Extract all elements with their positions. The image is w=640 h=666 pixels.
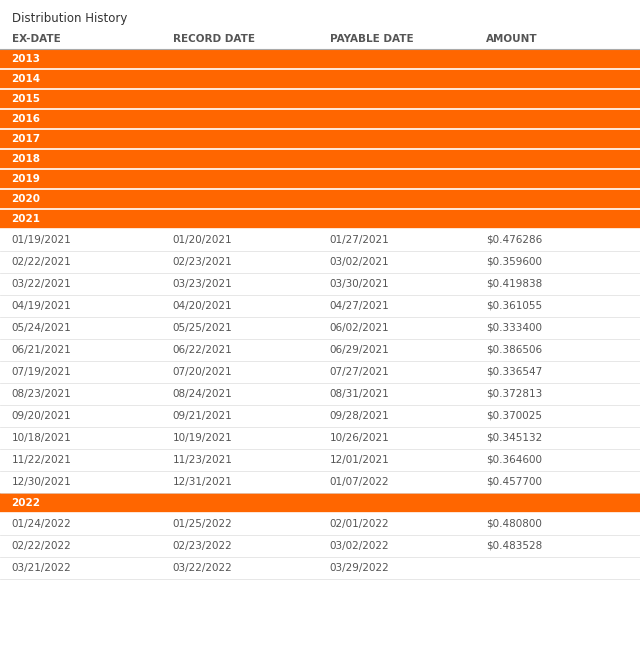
Text: $0.480800: $0.480800 bbox=[486, 519, 542, 529]
Text: 2015: 2015 bbox=[12, 94, 40, 104]
Text: $0.386506: $0.386506 bbox=[486, 345, 543, 355]
Text: 10/26/2021: 10/26/2021 bbox=[330, 433, 389, 443]
Text: $0.372813: $0.372813 bbox=[486, 389, 543, 399]
Text: $0.419838: $0.419838 bbox=[486, 279, 543, 289]
Text: 01/19/2021: 01/19/2021 bbox=[12, 235, 71, 245]
Text: 06/02/2021: 06/02/2021 bbox=[330, 323, 389, 333]
Text: 06/21/2021: 06/21/2021 bbox=[12, 345, 71, 355]
Text: 2018: 2018 bbox=[12, 154, 40, 164]
Text: 07/27/2021: 07/27/2021 bbox=[330, 367, 389, 377]
Text: 12/31/2021: 12/31/2021 bbox=[173, 477, 233, 487]
Text: 2022: 2022 bbox=[12, 498, 40, 508]
Text: 08/31/2021: 08/31/2021 bbox=[330, 389, 389, 399]
Text: 02/22/2022: 02/22/2022 bbox=[12, 541, 71, 551]
Text: 2016: 2016 bbox=[12, 114, 40, 124]
Bar bbox=[0, 149, 640, 169]
Text: $0.333400: $0.333400 bbox=[486, 323, 543, 333]
Text: 06/29/2021: 06/29/2021 bbox=[330, 345, 389, 355]
Text: 2021: 2021 bbox=[12, 214, 40, 224]
Text: 09/28/2021: 09/28/2021 bbox=[330, 411, 389, 421]
Text: 06/22/2021: 06/22/2021 bbox=[173, 345, 232, 355]
Text: $0.483528: $0.483528 bbox=[486, 541, 543, 551]
Text: 03/21/2022: 03/21/2022 bbox=[12, 563, 71, 573]
Text: 2017: 2017 bbox=[12, 134, 41, 144]
Text: 04/19/2021: 04/19/2021 bbox=[12, 301, 71, 311]
Bar bbox=[0, 69, 640, 89]
Bar bbox=[0, 209, 640, 229]
Bar bbox=[0, 169, 640, 189]
Bar bbox=[0, 49, 640, 69]
Text: 02/23/2022: 02/23/2022 bbox=[173, 541, 232, 551]
Text: 2019: 2019 bbox=[12, 174, 40, 184]
Text: 02/22/2021: 02/22/2021 bbox=[12, 257, 71, 267]
Text: 07/20/2021: 07/20/2021 bbox=[173, 367, 232, 377]
Text: $0.476286: $0.476286 bbox=[486, 235, 543, 245]
Text: 09/21/2021: 09/21/2021 bbox=[173, 411, 232, 421]
Text: RECORD DATE: RECORD DATE bbox=[173, 34, 255, 44]
Bar bbox=[0, 189, 640, 209]
Text: 01/25/2022: 01/25/2022 bbox=[173, 519, 232, 529]
Text: Distribution History: Distribution History bbox=[12, 12, 127, 25]
Text: 01/07/2022: 01/07/2022 bbox=[330, 477, 389, 487]
Text: 05/25/2021: 05/25/2021 bbox=[173, 323, 232, 333]
Text: $0.364600: $0.364600 bbox=[486, 455, 543, 465]
Text: EX-DATE: EX-DATE bbox=[12, 34, 60, 44]
Text: 08/23/2021: 08/23/2021 bbox=[12, 389, 71, 399]
Text: $0.361055: $0.361055 bbox=[486, 301, 543, 311]
Text: $0.370025: $0.370025 bbox=[486, 411, 543, 421]
Text: 02/23/2021: 02/23/2021 bbox=[173, 257, 232, 267]
Text: $0.457700: $0.457700 bbox=[486, 477, 543, 487]
Text: 09/20/2021: 09/20/2021 bbox=[12, 411, 71, 421]
Text: 2020: 2020 bbox=[12, 194, 40, 204]
Text: PAYABLE DATE: PAYABLE DATE bbox=[330, 34, 413, 44]
Text: 04/20/2021: 04/20/2021 bbox=[173, 301, 232, 311]
Bar bbox=[0, 129, 640, 149]
Text: 03/23/2021: 03/23/2021 bbox=[173, 279, 232, 289]
Text: 01/24/2022: 01/24/2022 bbox=[12, 519, 71, 529]
Text: 05/24/2021: 05/24/2021 bbox=[12, 323, 71, 333]
Text: 11/22/2021: 11/22/2021 bbox=[12, 455, 72, 465]
Text: 12/30/2021: 12/30/2021 bbox=[12, 477, 71, 487]
Bar bbox=[0, 493, 640, 513]
Text: 10/19/2021: 10/19/2021 bbox=[173, 433, 232, 443]
Text: 07/19/2021: 07/19/2021 bbox=[12, 367, 71, 377]
Text: 2013: 2013 bbox=[12, 54, 40, 64]
Text: 01/27/2021: 01/27/2021 bbox=[330, 235, 389, 245]
Text: 2014: 2014 bbox=[12, 74, 41, 84]
Text: 03/22/2021: 03/22/2021 bbox=[12, 279, 71, 289]
Text: AMOUNT: AMOUNT bbox=[486, 34, 538, 44]
Bar bbox=[0, 109, 640, 129]
Text: 03/22/2022: 03/22/2022 bbox=[173, 563, 232, 573]
Text: 01/20/2021: 01/20/2021 bbox=[173, 235, 232, 245]
Text: 03/30/2021: 03/30/2021 bbox=[330, 279, 389, 289]
Text: 02/01/2022: 02/01/2022 bbox=[330, 519, 389, 529]
Bar bbox=[0, 89, 640, 109]
Text: 03/29/2022: 03/29/2022 bbox=[330, 563, 389, 573]
Text: 11/23/2021: 11/23/2021 bbox=[173, 455, 233, 465]
Text: 08/24/2021: 08/24/2021 bbox=[173, 389, 232, 399]
Text: 03/02/2021: 03/02/2021 bbox=[330, 257, 389, 267]
Text: 04/27/2021: 04/27/2021 bbox=[330, 301, 389, 311]
Text: $0.345132: $0.345132 bbox=[486, 433, 543, 443]
Text: 12/01/2021: 12/01/2021 bbox=[330, 455, 389, 465]
Text: $0.359600: $0.359600 bbox=[486, 257, 543, 267]
Text: $0.336547: $0.336547 bbox=[486, 367, 543, 377]
Text: 10/18/2021: 10/18/2021 bbox=[12, 433, 71, 443]
Text: 03/02/2022: 03/02/2022 bbox=[330, 541, 389, 551]
